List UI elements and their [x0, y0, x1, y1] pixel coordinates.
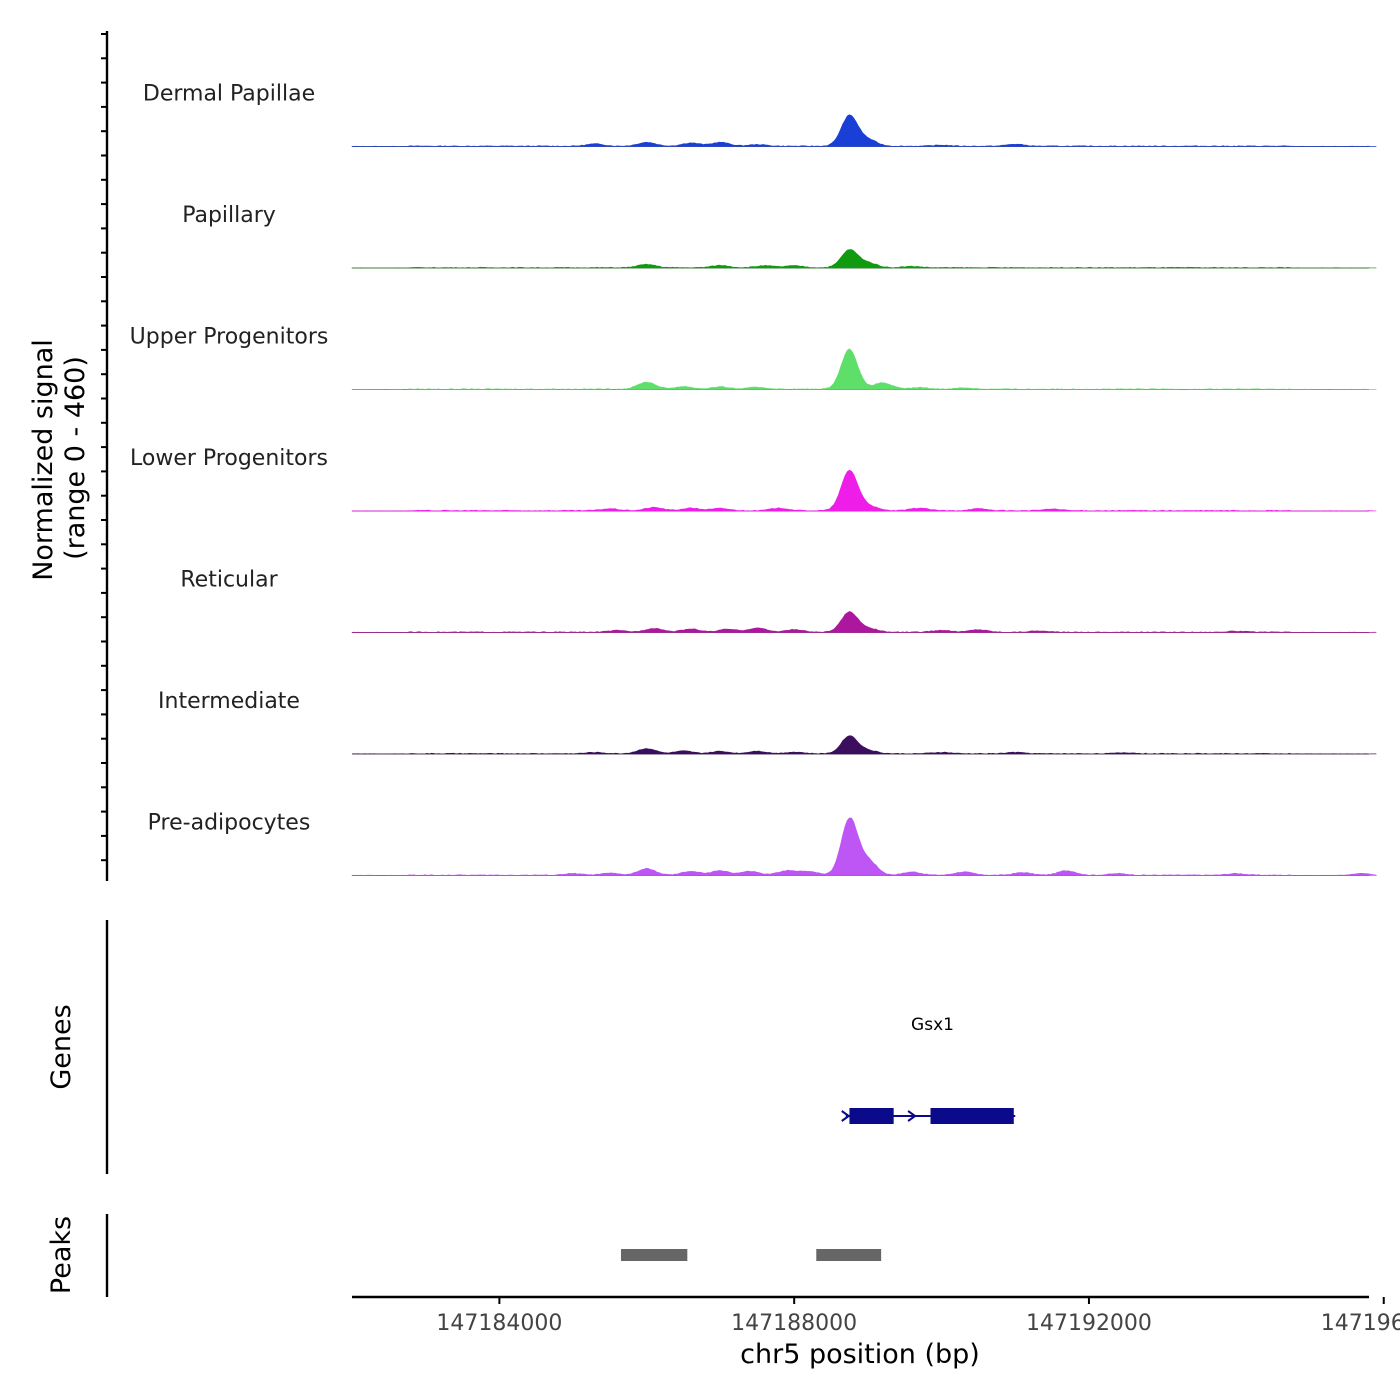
track-0: Dermal Papillae — [143, 82, 1377, 147]
x-axis-label: chr5 position (bp) — [740, 1339, 980, 1370]
track-signal-area — [351, 469, 1377, 512]
track-4: Reticular — [180, 568, 1377, 633]
track-6: Pre-adipocytes — [148, 811, 1378, 876]
peak-track — [620, 1249, 882, 1261]
signal-y-ticks — [101, 33, 107, 862]
track-label: Papillary — [182, 203, 276, 228]
x-tick-label: 147184000 — [436, 1311, 562, 1336]
peak-region — [816, 1249, 882, 1261]
y-axis-label-line1: Normalized signal — [28, 339, 59, 581]
track-1: Papillary — [182, 203, 1377, 269]
signal-tracks: Dermal Papillae Papillary Upper Progenitor… — [130, 82, 1378, 876]
strand-arrow — [841, 1110, 851, 1122]
peaks-panel-label: Peaks — [46, 1216, 77, 1294]
gene-exon — [930, 1108, 1014, 1124]
track-signal-area — [351, 249, 1377, 269]
track-label: Dermal Papillae — [143, 82, 315, 107]
track-label: Reticular — [180, 568, 278, 593]
track-signal-area — [351, 611, 1377, 633]
gene-model: Gsx1 — [841, 1015, 1016, 1124]
track-signal-area — [351, 348, 1377, 390]
track-5: Intermediate — [158, 689, 1377, 755]
genes-panel-label: Genes — [46, 1004, 77, 1089]
peak-region — [620, 1249, 688, 1261]
track-label: Upper Progenitors — [130, 325, 329, 350]
strand-arrow — [907, 1110, 917, 1122]
track-signal-area — [351, 735, 1377, 755]
x-tick-label: 147192000 — [1026, 1311, 1152, 1336]
track-label: Pre-adipocytes — [148, 811, 311, 836]
x-tick-label: 147196000 — [1321, 1311, 1400, 1336]
track-label: Lower Progenitors — [130, 446, 328, 471]
track-label: Intermediate — [158, 689, 300, 714]
track-signal-area — [351, 114, 1377, 147]
gene-label: Gsx1 — [911, 1015, 954, 1035]
track-signal-area — [351, 817, 1378, 876]
x-axis-ticks: 147184000 147188000 147192000 147196000 — [436, 1297, 1400, 1336]
gene-exon — [849, 1108, 894, 1124]
x-tick-label: 147188000 — [731, 1311, 857, 1336]
gene-track: Gsx1 — [841, 1015, 1016, 1124]
track-3: Lower Progenitors — [130, 446, 1377, 512]
y-axis-label-line2: (range 0 - 460) — [60, 356, 91, 560]
track-2: Upper Progenitors — [130, 325, 1377, 390]
